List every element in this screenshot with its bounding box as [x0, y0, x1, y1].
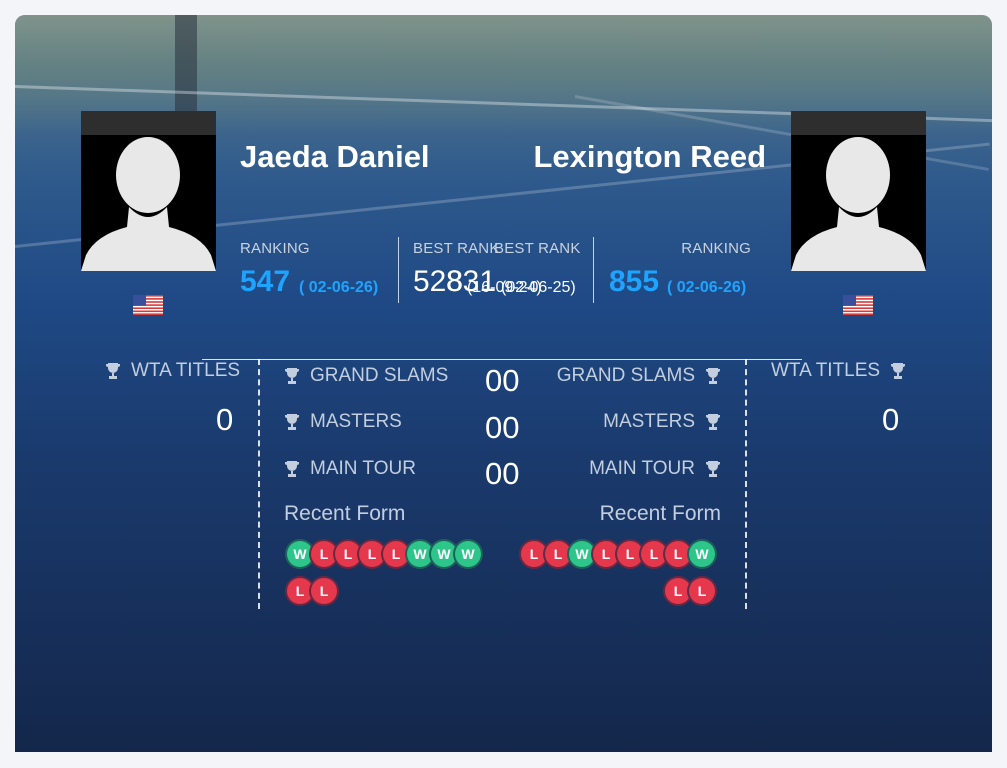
- h2h-card: Jaeda Daniel RANKING 547 ( 02-06-26) BES…: [15, 15, 992, 752]
- right-wta-titles-label: WTA TITLES: [771, 360, 906, 382]
- right-form-result-loss: L: [519, 539, 549, 569]
- left-ranking-date: ( 02-06-26): [299, 279, 379, 296]
- main-tour-text: MAIN TOUR: [589, 458, 695, 479]
- left-ranking-label: RANKING: [240, 240, 310, 257]
- us-flag-icon: [843, 295, 873, 315]
- trophy-icon: [285, 461, 299, 477]
- stats-divider: [745, 359, 747, 609]
- left-form-result-loss: L: [309, 539, 339, 569]
- trophy-icon: [891, 363, 906, 379]
- right-player-name[interactable]: Lexington Reed: [533, 139, 766, 174]
- right-form-result-loss: L: [687, 576, 717, 606]
- wta-titles-text: WTA TITLES: [771, 360, 881, 381]
- right-ranking-label: RANKING: [681, 240, 751, 257]
- right-ranking-date: ( 02-06-26): [667, 279, 747, 296]
- us-flag-icon: [133, 295, 163, 315]
- divider: [398, 237, 399, 303]
- grand-slams-text: GRAND SLAMS: [556, 365, 695, 386]
- right-best-rank-value: 831: [446, 265, 497, 298]
- player-silhouette-icon: [81, 135, 216, 271]
- left-best-rank-date: (16-09-24): [467, 279, 542, 296]
- right-best-rank-label: BEST RANK: [494, 240, 581, 257]
- stats-divider: [202, 359, 802, 360]
- left-form-result-loss: L: [309, 576, 339, 606]
- masters-value: 00: [485, 410, 520, 445]
- trophy-icon: [285, 368, 299, 384]
- right-player-avatar[interactable]: [791, 111, 926, 271]
- left-recent-form-label: Recent Form: [284, 502, 406, 525]
- right-form-result-loss: L: [639, 539, 669, 569]
- trophy-icon: [106, 363, 120, 379]
- trophy-icon: [285, 414, 299, 430]
- grand-slams-text: GRAND SLAMS: [310, 365, 449, 386]
- left-wta-titles-value: 0: [216, 402, 234, 437]
- left-best-rank-value: 528: [413, 265, 464, 298]
- main-tour-value: 00: [485, 456, 520, 491]
- right-recent-form-label: Recent Form: [599, 502, 721, 525]
- background-net-post: [175, 15, 197, 125]
- left-best-rank-label: BEST RANK: [413, 240, 500, 257]
- right-best-rank-date: (02-06-25): [501, 279, 576, 296]
- trophy-icon: [706, 461, 720, 477]
- trophy-icon: [706, 414, 720, 430]
- stats-divider: [258, 359, 260, 609]
- left-masters-label: MASTERS: [284, 411, 402, 433]
- grand-slams-value: 00: [485, 363, 520, 398]
- left-wta-titles-label: WTA TITLES: [105, 360, 240, 382]
- right-ranking-value: 855: [609, 265, 660, 298]
- left-main-tour-label: MAIN TOUR: [284, 458, 416, 480]
- left-ranking-value: 547: [240, 265, 291, 298]
- wta-titles-text: WTA TITLES: [131, 360, 241, 381]
- left-player-name[interactable]: Jaeda Daniel: [240, 139, 430, 174]
- left-grand-slams-label: GRAND SLAMS: [284, 365, 448, 387]
- right-masters-label: MASTERS: [603, 411, 721, 433]
- masters-text: MASTERS: [310, 411, 402, 432]
- right-grand-slams-label: GRAND SLAMS: [557, 365, 721, 387]
- left-player-avatar[interactable]: [81, 111, 216, 271]
- right-wta-titles-value: 0: [882, 402, 900, 437]
- masters-text: MASTERS: [603, 411, 695, 432]
- divider: [593, 237, 594, 303]
- main-tour-text: MAIN TOUR: [310, 458, 416, 479]
- left-form-result-win: W: [453, 539, 483, 569]
- right-form-result-win: W: [687, 539, 717, 569]
- right-main-tour-label: MAIN TOUR: [589, 458, 721, 480]
- player-silhouette-icon: [791, 135, 926, 271]
- trophy-icon: [706, 368, 720, 384]
